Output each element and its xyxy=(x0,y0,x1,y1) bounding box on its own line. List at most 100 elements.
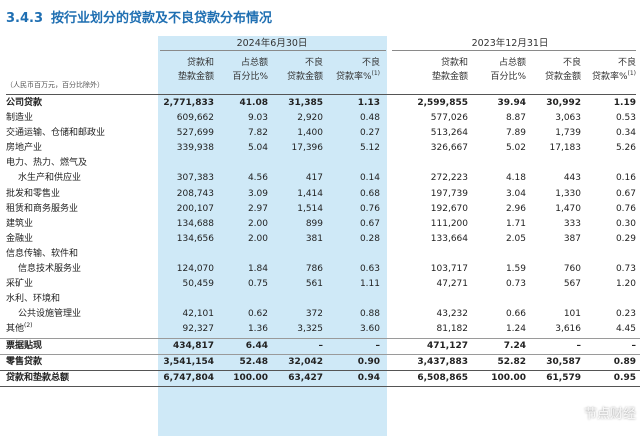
table-cell: 192,670 xyxy=(430,203,468,214)
table-cell: 1.20 xyxy=(615,279,636,290)
table-cell: 208,743 xyxy=(176,188,214,199)
row-label-text: 信息传输、软件和 xyxy=(6,248,79,259)
column-header-line2: 贷款率%(1) xyxy=(322,70,380,84)
column-header-line2: 垫款金额 xyxy=(156,70,214,84)
table-cell: 0.14 xyxy=(359,173,380,184)
row-label-text: 建筑业 xyxy=(6,218,34,229)
table-cell: 1.11 xyxy=(359,279,380,290)
table-cell: 3,541,154 xyxy=(163,356,214,367)
row-label: 交通运输、仓储和邮政业 xyxy=(6,126,105,141)
table-row: 建筑业 134,688 2.00 899 0.67 111,200 1.71 333 0.30 xyxy=(0,217,640,232)
table-cell: 434,817 xyxy=(173,340,214,351)
table-cell: 3.04 xyxy=(505,188,526,199)
table-cell: 3.60 xyxy=(359,324,380,335)
table-cell: 31,385 xyxy=(288,98,323,108)
row-label-line: 批发和零售业 xyxy=(6,187,60,202)
table-cell: 381 xyxy=(305,233,323,244)
row-label-line: 交通运输、仓储和邮政业 xyxy=(6,126,105,141)
row-label-text: 水生产和供应业 xyxy=(18,173,82,184)
row-label-text: 批发和零售业 xyxy=(6,188,61,199)
row-label-line: 建筑业 xyxy=(6,217,33,232)
row-label: 电力、热力、燃气及 水生产和供应业 xyxy=(6,156,87,186)
table-cell: – xyxy=(375,340,381,351)
row-label-line: 房地产业 xyxy=(6,141,42,156)
table-cell: 0.90 xyxy=(357,356,380,367)
table-cell: 4.56 xyxy=(247,173,268,184)
table-cell: 7.89 xyxy=(505,128,526,139)
row-label-line: 零售贷款 xyxy=(6,355,42,370)
column-header-line2: 贷款率%(1) xyxy=(578,70,636,84)
table-cell: 52.82 xyxy=(497,356,526,367)
column-header: 贷款和 垫款金额 xyxy=(410,56,468,84)
row-label: 信息传输、软件和 信息技术服务业 xyxy=(6,247,81,277)
row-label: 建筑业 xyxy=(6,217,33,232)
column-header-line2-text: 贷款率% xyxy=(335,72,372,82)
watermark: 节点财经 xyxy=(583,407,636,422)
table-cell: 134,656 xyxy=(176,233,214,244)
row-label: 票据贴现 xyxy=(6,339,42,354)
table-cell: 1.24 xyxy=(505,324,526,335)
table-cell: 760 xyxy=(563,264,581,275)
column-header-line1: 占总额 xyxy=(498,58,526,68)
table-cell: 103,717 xyxy=(430,264,468,275)
column-header: 不良 贷款金额 xyxy=(265,56,323,84)
table-row: 公司贷款 2,771,833 41.08 31,385 1.13 2,599,855 39.… xyxy=(0,96,640,111)
table-row: 金融业 134,656 2.00 381 0.28 133,664 2.05 387 0.29 xyxy=(0,232,640,247)
table-cell: 52.48 xyxy=(239,356,268,367)
table-cell: 8.87 xyxy=(505,113,526,124)
table-row: 零售贷款 3,541,154 52.48 32,042 0.90 3,437,883 52.… xyxy=(0,353,640,370)
column-header-line2-text: 百分比% xyxy=(490,72,526,82)
table-cell: 471,127 xyxy=(427,340,468,351)
table-cell: 527,699 xyxy=(176,128,214,139)
column-header-line1: 不良 xyxy=(562,58,581,68)
period-current-rule xyxy=(160,50,386,51)
table-cell: 100.00 xyxy=(491,372,526,383)
table-cell: 786 xyxy=(305,264,323,275)
row-label-text: 水利、环境和 xyxy=(6,294,61,305)
table-cell: 2.00 xyxy=(247,218,268,229)
table-cell: 124,070 xyxy=(176,264,214,275)
table-cell: 0.89 xyxy=(613,356,636,367)
table-cell: 0.23 xyxy=(615,309,636,320)
table-cell: 899 xyxy=(305,218,323,229)
table-cell: 443 xyxy=(563,173,581,184)
table-cell: 0.34 xyxy=(615,128,636,139)
period-current: 2024年6月30日 xyxy=(236,38,308,49)
column-header-line2: 贷款金额 xyxy=(265,70,323,84)
column-header-line1: 贷款和 xyxy=(186,58,214,68)
table-cell: 609,662 xyxy=(176,113,214,124)
row-label-text: 电力、热力、燃气及 xyxy=(6,158,88,169)
table-cell: 1.59 xyxy=(505,264,526,275)
table-cell: 17,396 xyxy=(291,143,324,154)
column-header-line2-text: 百分比% xyxy=(232,72,268,82)
column-header-line2-text: 垫款金额 xyxy=(177,72,214,82)
table-cell: 3,063 xyxy=(555,113,581,124)
column-header: 占总额百分比% xyxy=(210,56,268,84)
table-cell: 1.13 xyxy=(357,98,380,108)
table-row: 交通运输、仓储和邮政业 527,699 7.82 1,400 0.27 513,264 7.… xyxy=(0,126,640,141)
table-cell: 81,182 xyxy=(436,324,469,335)
table-cell: 3,325 xyxy=(297,324,323,335)
period-prior: 2023年12月31日 xyxy=(471,38,549,49)
table-cell: 6.44 xyxy=(245,340,268,351)
table-cell: 0.28 xyxy=(359,233,380,244)
column-header-line2-text: 贷款率% xyxy=(591,72,628,82)
unit-note: （人民币百万元，百分比除外） xyxy=(6,81,104,89)
table-cell: 134,688 xyxy=(176,218,214,229)
section-number: 3.4.3 xyxy=(6,11,44,26)
row-label: 零售贷款 xyxy=(6,355,42,370)
table-cell: 1.71 xyxy=(505,218,526,229)
table-row: 信息传输、软件和 信息技术服务业 124,070 1.84 786 0.63 103,717… xyxy=(0,247,640,277)
table-cell: 417 xyxy=(305,173,323,184)
table-cell: 5.02 xyxy=(505,143,526,154)
row-label-line: 采矿业 xyxy=(6,277,33,292)
column-header-line1: 占总额 xyxy=(240,58,268,68)
table-cell: 0.67 xyxy=(615,188,636,199)
column-header: 占总额百分比% xyxy=(468,56,526,84)
table-cell: 4.18 xyxy=(505,173,526,184)
table-row: 批发和零售业 208,743 3.09 1,414 0.68 197,739 3.04 1,3… xyxy=(0,187,640,202)
table-cell: 3,437,883 xyxy=(417,356,468,367)
table-cell: 0.67 xyxy=(359,218,380,229)
header-rule xyxy=(6,94,636,95)
table-cell: 47,271 xyxy=(436,279,469,290)
